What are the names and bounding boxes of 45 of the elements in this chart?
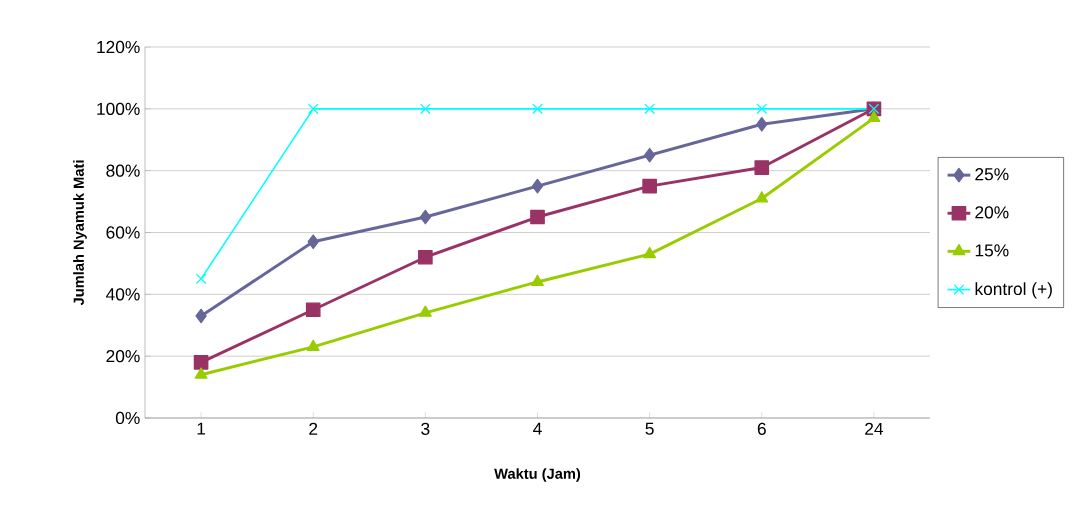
x-tick-label: 3: [421, 422, 430, 435]
point: [418, 249, 433, 265]
point: [195, 273, 207, 285]
x-tick-label: 1: [197, 422, 206, 435]
point: [193, 355, 209, 370]
y-axis-title: Jumlah Nyamuk Mati: [73, 160, 87, 306]
point: [195, 308, 207, 324]
y-tick-label: 40%: [106, 288, 140, 301]
x-axis-title: Waktu (Jam): [494, 468, 581, 482]
point: [642, 178, 657, 194]
point: [419, 103, 431, 115]
x-tick-label: 5: [645, 422, 654, 435]
point: [530, 209, 545, 225]
legend-label: 20%: [975, 206, 1009, 219]
point: [643, 246, 657, 259]
point: [305, 302, 321, 318]
legend-label: kontrol (+): [975, 282, 1052, 299]
point: [643, 147, 656, 163]
point: [531, 178, 544, 194]
point: [307, 103, 319, 115]
x-tick-label: 24: [865, 422, 884, 435]
point: [754, 160, 770, 175]
legend-label: 25%: [975, 168, 1009, 181]
point: [532, 103, 543, 115]
point: [194, 367, 208, 379]
legend-label: 15%: [975, 244, 1009, 257]
point: [306, 339, 320, 351]
x-tick-label: 4: [533, 422, 542, 435]
y-tick-label: 0%: [115, 411, 140, 425]
point: [756, 103, 768, 115]
point: [756, 116, 768, 132]
point: [531, 274, 544, 286]
y-tick-label: 60%: [106, 226, 140, 239]
point: [755, 191, 769, 203]
point: [867, 110, 881, 123]
y-tick-label: 120%: [97, 40, 140, 54]
point: [419, 209, 432, 225]
point: [307, 234, 319, 250]
y-tick-label: 80%: [106, 164, 140, 177]
point: [418, 305, 432, 317]
point: [644, 103, 656, 115]
y-tick-label: 20%: [106, 350, 140, 363]
x-tick-label: 2: [309, 422, 318, 435]
y-tick-label: 100%: [97, 102, 140, 115]
x-tick-label: 6: [757, 422, 766, 435]
